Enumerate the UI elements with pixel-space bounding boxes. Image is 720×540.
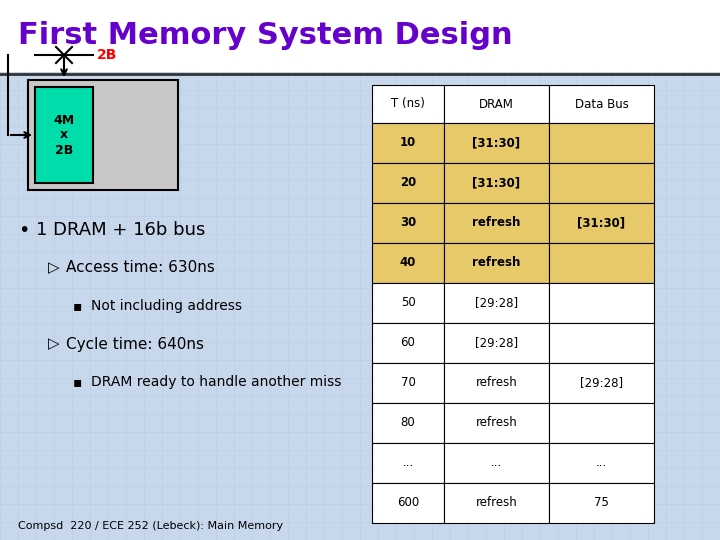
- Text: 30: 30: [400, 217, 416, 230]
- Bar: [549, 283, 654, 323]
- Bar: [444, 203, 549, 243]
- Bar: [372, 203, 444, 243]
- Text: [29:28]: [29:28]: [475, 296, 518, 309]
- Bar: [372, 283, 444, 323]
- Text: 1 DRAM + 16b bus: 1 DRAM + 16b bus: [36, 221, 205, 239]
- Bar: [372, 403, 444, 443]
- Text: DRAM: DRAM: [479, 98, 514, 111]
- Text: ...: ...: [402, 456, 413, 469]
- Text: ▪: ▪: [73, 375, 82, 389]
- Bar: [444, 443, 549, 483]
- Text: 2B: 2B: [97, 48, 117, 62]
- Text: ▷: ▷: [48, 260, 60, 275]
- Text: 20: 20: [400, 177, 416, 190]
- Bar: [549, 163, 654, 203]
- Bar: [444, 85, 549, 123]
- Bar: [549, 363, 654, 403]
- Bar: [372, 443, 444, 483]
- Bar: [444, 363, 549, 403]
- Bar: [0, 0, 720, 72]
- Bar: [372, 483, 444, 523]
- Text: refresh: refresh: [476, 496, 518, 510]
- Text: 80: 80: [400, 416, 415, 429]
- Text: [29:28]: [29:28]: [580, 376, 623, 389]
- Text: [31:30]: [31:30]: [577, 217, 626, 230]
- Text: Access time: 630ns: Access time: 630ns: [66, 260, 215, 275]
- Bar: [549, 483, 654, 523]
- Text: •: •: [18, 220, 30, 240]
- Text: 70: 70: [400, 376, 415, 389]
- Text: Compsd  220 / ECE 252 (Lebeck): Main Memory: Compsd 220 / ECE 252 (Lebeck): Main Memo…: [18, 521, 283, 531]
- Text: 60: 60: [400, 336, 415, 349]
- Text: refresh: refresh: [476, 376, 518, 389]
- Bar: [372, 363, 444, 403]
- Bar: [444, 163, 549, 203]
- Text: ▷: ▷: [48, 336, 60, 352]
- Bar: [549, 85, 654, 123]
- Bar: [372, 243, 444, 283]
- Bar: [549, 443, 654, 483]
- Text: 40: 40: [400, 256, 416, 269]
- Bar: [444, 243, 549, 283]
- Text: refresh: refresh: [472, 217, 521, 230]
- Text: 75: 75: [594, 496, 609, 510]
- Text: 4M
x
2B: 4M x 2B: [53, 113, 75, 157]
- Bar: [549, 243, 654, 283]
- Bar: [549, 123, 654, 163]
- Bar: [549, 403, 654, 443]
- Text: First Memory System Design: First Memory System Design: [18, 22, 513, 51]
- Text: Cycle time: 640ns: Cycle time: 640ns: [66, 336, 204, 352]
- Bar: [549, 203, 654, 243]
- Bar: [372, 123, 444, 163]
- Bar: [444, 483, 549, 523]
- Text: Data Bus: Data Bus: [575, 98, 629, 111]
- Text: ▪: ▪: [73, 299, 82, 313]
- Bar: [549, 323, 654, 363]
- Bar: [372, 85, 444, 123]
- Bar: [372, 323, 444, 363]
- Text: [31:30]: [31:30]: [472, 137, 521, 150]
- Bar: [444, 283, 549, 323]
- Text: [29:28]: [29:28]: [475, 336, 518, 349]
- Bar: [372, 163, 444, 203]
- Bar: [35, 87, 93, 183]
- Bar: [28, 80, 178, 190]
- Text: [31:30]: [31:30]: [472, 177, 521, 190]
- Text: refresh: refresh: [476, 416, 518, 429]
- Text: 600: 600: [397, 496, 419, 510]
- Text: Not including address: Not including address: [91, 299, 242, 313]
- Text: ...: ...: [491, 456, 502, 469]
- Text: 50: 50: [400, 296, 415, 309]
- Text: T (ns): T (ns): [391, 98, 425, 111]
- Text: DRAM ready to handle another miss: DRAM ready to handle another miss: [91, 375, 341, 389]
- Text: 10: 10: [400, 137, 416, 150]
- Bar: [444, 323, 549, 363]
- Text: ...: ...: [596, 456, 607, 469]
- Bar: [444, 403, 549, 443]
- Bar: [444, 123, 549, 163]
- Text: refresh: refresh: [472, 256, 521, 269]
